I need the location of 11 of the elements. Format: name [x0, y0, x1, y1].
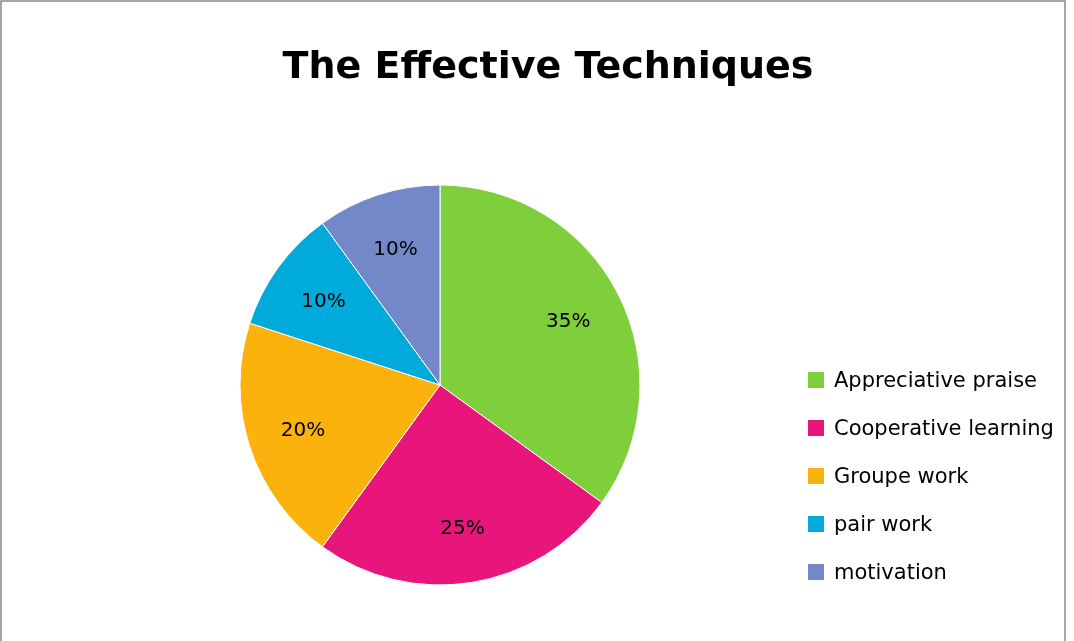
data-label: 10% — [301, 288, 346, 313]
legend-label: Appreciative praise — [834, 368, 1037, 393]
data-label: 20% — [280, 417, 326, 442]
data-label: 25% — [440, 515, 485, 540]
chart-title: The Effective Techniques — [282, 43, 814, 87]
legend-label: Cooperative learning — [834, 416, 1054, 441]
data-label: 35% — [546, 307, 591, 332]
legend-label: motivation — [834, 560, 947, 585]
data-label: 10% — [373, 236, 418, 261]
legend-label: Groupe work — [834, 464, 970, 489]
legend-label: pair work — [834, 512, 933, 537]
